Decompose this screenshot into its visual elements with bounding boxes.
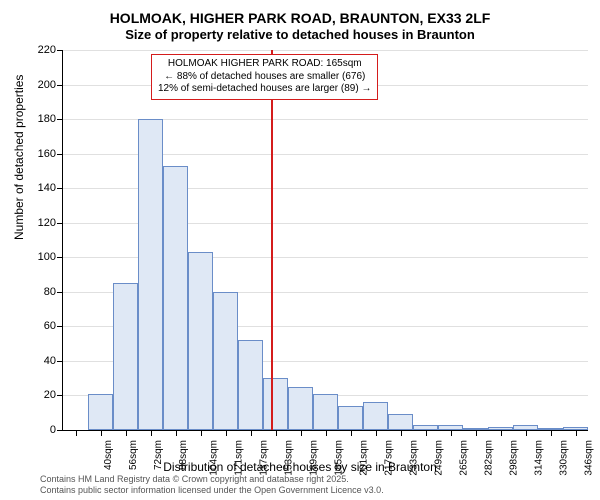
y-tick-label: 40 — [16, 355, 56, 367]
gridline — [63, 50, 588, 51]
x-tick — [226, 430, 227, 436]
x-tick — [501, 430, 502, 436]
histogram-bar — [138, 119, 163, 430]
y-tick — [57, 257, 63, 258]
x-tick — [201, 430, 202, 436]
y-tick-label: 0 — [16, 424, 56, 436]
histogram-bar — [388, 414, 413, 430]
x-tick — [526, 430, 527, 436]
chart-plot: 02040608010012014016018020022040sqm56sqm… — [62, 50, 587, 430]
histogram-bar — [363, 402, 388, 430]
y-tick-label: 80 — [16, 286, 56, 298]
y-tick-label: 20 — [16, 389, 56, 401]
x-tick — [76, 430, 77, 436]
x-tick — [551, 430, 552, 436]
histogram-bar — [313, 394, 338, 430]
x-tick — [351, 430, 352, 436]
histogram-bar — [288, 387, 313, 430]
histogram-bar — [188, 252, 213, 430]
y-tick — [57, 154, 63, 155]
y-tick — [57, 326, 63, 327]
y-tick — [57, 292, 63, 293]
annotation-box: HOLMOAK HIGHER PARK ROAD: 165sqm← 88% of… — [151, 54, 378, 100]
histogram-bar — [88, 394, 113, 430]
histogram-bar — [213, 292, 238, 430]
x-tick — [151, 430, 152, 436]
y-tick — [57, 119, 63, 120]
x-tick — [176, 430, 177, 436]
y-tick — [57, 85, 63, 86]
annotation-line-2: ← 88% of detached houses are smaller (67… — [158, 71, 371, 84]
histogram-bar — [338, 406, 363, 430]
y-tick — [57, 395, 63, 396]
plot-area: 02040608010012014016018020022040sqm56sqm… — [62, 50, 588, 431]
attribution-line-2: Contains public sector information licen… — [40, 485, 384, 496]
x-axis-title: Distribution of detached houses by size … — [0, 460, 600, 474]
x-tick — [101, 430, 102, 436]
histogram-bar — [113, 283, 138, 430]
x-tick — [376, 430, 377, 436]
y-tick — [57, 50, 63, 51]
chart-container: HOLMOAK, HIGHER PARK ROAD, BRAUNTON, EX3… — [0, 0, 600, 500]
x-tick — [426, 430, 427, 436]
annotation-line-3: 12% of semi-detached houses are larger (… — [158, 83, 371, 96]
x-tick — [126, 430, 127, 436]
histogram-bar — [238, 340, 263, 430]
attribution: Contains HM Land Registry data © Crown c… — [40, 474, 384, 496]
x-tick — [451, 430, 452, 436]
y-tick-label: 220 — [16, 44, 56, 56]
x-tick — [401, 430, 402, 436]
histogram-bar — [163, 166, 188, 430]
y-tick — [57, 223, 63, 224]
attribution-line-1: Contains HM Land Registry data © Crown c… — [40, 474, 384, 485]
y-tick-label: 100 — [16, 251, 56, 263]
x-tick — [251, 430, 252, 436]
y-tick-label: 60 — [16, 320, 56, 332]
x-tick — [301, 430, 302, 436]
y-tick — [57, 361, 63, 362]
histogram-bar — [263, 378, 288, 430]
x-tick — [476, 430, 477, 436]
annotation-line-1: HOLMOAK HIGHER PARK ROAD: 165sqm — [158, 58, 371, 71]
title-line-1: HOLMOAK, HIGHER PARK ROAD, BRAUNTON, EX3… — [0, 0, 600, 27]
property-marker-line — [271, 50, 273, 430]
x-tick — [576, 430, 577, 436]
title-line-2: Size of property relative to detached ho… — [0, 27, 600, 43]
y-axis-title: Number of detached properties — [12, 75, 26, 240]
y-tick — [57, 430, 63, 431]
x-tick — [326, 430, 327, 436]
x-tick — [276, 430, 277, 436]
y-tick — [57, 188, 63, 189]
